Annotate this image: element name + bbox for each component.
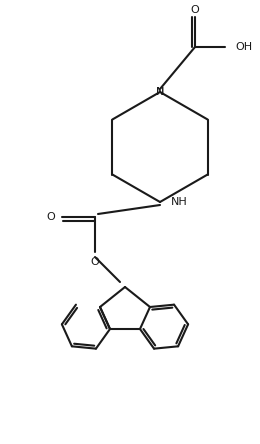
- Text: OH: OH: [235, 42, 252, 52]
- Text: O: O: [91, 257, 99, 267]
- Text: N: N: [156, 87, 164, 97]
- Text: NH: NH: [171, 197, 188, 207]
- Text: N: N: [156, 87, 164, 97]
- Text: O: O: [47, 212, 55, 222]
- Text: O: O: [191, 5, 199, 15]
